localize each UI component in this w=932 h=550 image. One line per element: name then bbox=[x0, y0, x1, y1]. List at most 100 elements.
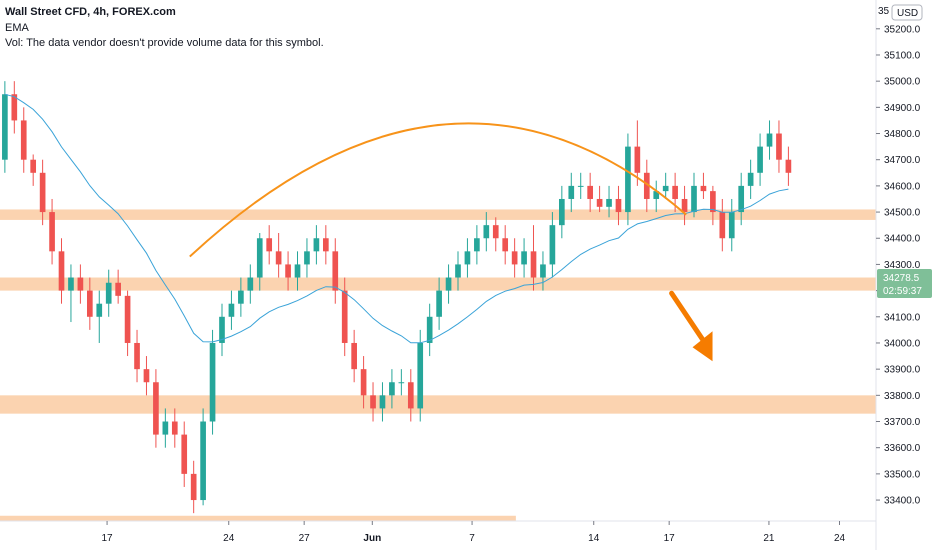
candle-body-50 bbox=[474, 238, 480, 252]
current-price-label: 34278.5 02:59:37 bbox=[877, 269, 932, 298]
candle-body-21 bbox=[200, 421, 206, 501]
candle-body-6 bbox=[58, 251, 65, 291]
candle-body-3 bbox=[30, 159, 37, 173]
price-tick-label: 34000.0 bbox=[884, 338, 921, 349]
candle-body-70 bbox=[662, 185, 669, 192]
candle-body-24 bbox=[228, 303, 235, 317]
candlesticks bbox=[2, 81, 792, 514]
volume-note: Vol: The data vendor doesn't provide vol… bbox=[5, 37, 324, 49]
candle-body-79 bbox=[747, 172, 754, 186]
arrow-head bbox=[692, 331, 713, 362]
currency-button[interactable]: USD bbox=[891, 4, 923, 21]
candle-body-82 bbox=[776, 133, 782, 160]
candle-body-33 bbox=[313, 238, 320, 252]
candle-body-39 bbox=[370, 395, 376, 409]
candle-body-66 bbox=[625, 146, 631, 213]
price-tick-label: 33500.0 bbox=[884, 469, 921, 480]
candle-body-67 bbox=[634, 146, 641, 173]
candle-body-73 bbox=[691, 185, 697, 213]
candle-body-26 bbox=[247, 277, 254, 291]
support-resistance-zones bbox=[0, 209, 876, 521]
candle-body-32 bbox=[304, 251, 310, 265]
candle-body-72 bbox=[681, 198, 688, 213]
zone-3 bbox=[0, 515, 516, 521]
candle-body-63 bbox=[596, 198, 603, 207]
candle-body-76 bbox=[719, 212, 726, 239]
candle-body-36 bbox=[341, 290, 348, 343]
candle-body-75 bbox=[710, 191, 716, 213]
candle-body-48 bbox=[455, 264, 461, 278]
candle-body-18 bbox=[171, 421, 178, 435]
candle-body-12 bbox=[115, 282, 121, 296]
time-tick-label: 14 bbox=[588, 533, 600, 544]
candle-body-61 bbox=[577, 185, 584, 187]
zone-0 bbox=[0, 209, 876, 220]
candle-body-77 bbox=[728, 212, 735, 239]
candle-body-31 bbox=[294, 264, 301, 278]
candle-body-35 bbox=[332, 251, 339, 291]
candle-body-8 bbox=[77, 277, 84, 291]
currency-label: USD bbox=[897, 8, 918, 19]
candle-body-45 bbox=[426, 316, 433, 343]
candle-body-23 bbox=[219, 316, 225, 343]
candle-body-78 bbox=[738, 185, 745, 213]
candle-body-43 bbox=[407, 382, 414, 409]
time-tick-label: 17 bbox=[664, 533, 676, 544]
candle-body-17 bbox=[162, 421, 169, 435]
down-arrow-drawing bbox=[669, 290, 713, 362]
candle-body-34 bbox=[323, 238, 329, 252]
candle-body-52 bbox=[492, 225, 499, 239]
candle-body-27 bbox=[256, 238, 263, 278]
price-tick-label: 34900.0 bbox=[884, 103, 921, 114]
candle-body-74 bbox=[700, 185, 707, 192]
candle-body-53 bbox=[502, 238, 509, 252]
candle-body-16 bbox=[153, 382, 159, 435]
price-tick-label: 33600.0 bbox=[884, 443, 921, 454]
time-axis[interactable]: 17 24 27 Jun 7 14 17 21 24 bbox=[102, 521, 846, 544]
time-tick-label: 7 bbox=[469, 533, 475, 544]
time-tick-label: 24 bbox=[834, 533, 846, 544]
price-tick-label: 34800.0 bbox=[884, 129, 921, 140]
candle-body-55 bbox=[521, 251, 527, 265]
candle-body-20 bbox=[190, 473, 197, 501]
price-axis-top-partial-label: 35 bbox=[878, 6, 890, 17]
time-tick-label: 24 bbox=[223, 533, 235, 544]
time-tick-label: 27 bbox=[299, 533, 311, 544]
ema-legend-label: EMA bbox=[5, 22, 29, 34]
candle-body-4 bbox=[39, 172, 46, 213]
candle-body-71 bbox=[672, 185, 678, 199]
countdown-timer: 02:59:37 bbox=[883, 286, 922, 297]
candle-body-46 bbox=[436, 290, 442, 317]
price-tick-label: 33400.0 bbox=[884, 496, 921, 507]
candle-body-44 bbox=[417, 342, 424, 409]
candle-body-28 bbox=[266, 238, 273, 252]
ema-line bbox=[4, 93, 789, 344]
candle-body-1 bbox=[11, 94, 18, 121]
candle-body-64 bbox=[606, 198, 612, 207]
candle-body-49 bbox=[464, 251, 471, 265]
time-tick-label: Jun bbox=[363, 533, 381, 544]
candle-body-58 bbox=[549, 225, 556, 265]
zone-2 bbox=[0, 395, 876, 414]
price-tick-label: 35000.0 bbox=[884, 77, 921, 88]
candle-body-68 bbox=[643, 172, 650, 199]
chart-title: Wall Street CFD, 4h, FOREX.com bbox=[5, 6, 176, 18]
price-tick-label: 33900.0 bbox=[884, 365, 921, 376]
time-tick-label: 21 bbox=[763, 533, 775, 544]
candle-body-9 bbox=[86, 290, 93, 317]
candle-body-62 bbox=[587, 185, 593, 199]
candle-body-7 bbox=[68, 277, 74, 291]
candle-body-11 bbox=[105, 282, 112, 304]
price-tick-label: 35100.0 bbox=[884, 50, 921, 61]
candle-body-30 bbox=[285, 264, 291, 278]
price-tick-label: 33700.0 bbox=[884, 417, 921, 428]
candle-body-15 bbox=[143, 369, 150, 383]
candle-body-40 bbox=[379, 395, 386, 409]
price-tick-label: 34100.0 bbox=[884, 312, 921, 323]
time-tick-label: 17 bbox=[102, 533, 114, 544]
price-axis[interactable]: 33400.0 33500.0 33600.0 33700.0 33800.0 33900… bbox=[876, 24, 921, 507]
current-price-value: 34278.5 bbox=[883, 273, 920, 284]
candle-body-54 bbox=[511, 251, 518, 265]
candle-body-57 bbox=[540, 264, 546, 278]
